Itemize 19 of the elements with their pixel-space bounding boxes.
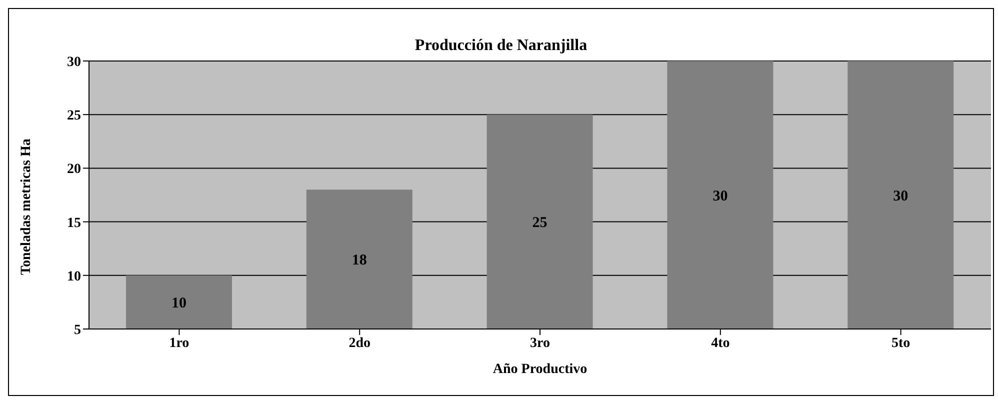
data-label: 30 [712, 188, 728, 204]
x-tick-label: 1ro [169, 336, 190, 351]
y-tick-label: 10 [67, 269, 81, 284]
data-label: 18 [352, 252, 367, 269]
x-tick-label: 5to [891, 336, 910, 351]
y-axis-title: Toneladas metricas Ha [18, 138, 34, 275]
chart-title: Producción de Naranjilla [414, 37, 588, 55]
y-tick-label: 5 [74, 322, 81, 338]
data-label: 30 [893, 188, 908, 204]
data-label: 25 [532, 215, 548, 232]
x-tick-label: 4to [711, 336, 730, 351]
x-tick-label: 3ro [530, 336, 550, 351]
data-label: 10 [172, 296, 186, 312]
x-tick-label: 2do [348, 336, 370, 351]
x-axis-title: Año Productivo [492, 362, 588, 377]
y-tick-label: 15 [67, 216, 81, 231]
y-tick-label: 25 [67, 108, 81, 124]
y-tick-label: 30 [67, 54, 81, 70]
y-tick-label: 20 [67, 162, 81, 178]
